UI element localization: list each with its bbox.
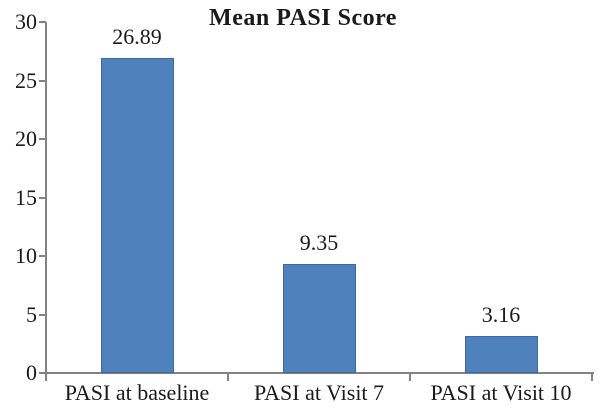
- y-axis-tick-label: 20: [15, 126, 37, 151]
- x-axis-tick: [45, 374, 47, 381]
- bar: [100, 58, 174, 373]
- y-axis-tick-label: 10: [15, 243, 37, 268]
- x-axis-category-label: PASI at baseline: [64, 380, 210, 405]
- x-axis-tick: [227, 374, 229, 381]
- y-axis-tick-label: 30: [15, 9, 37, 34]
- y-axis-tick: [39, 196, 46, 199]
- chart-title: Mean PASI Score: [209, 5, 397, 31]
- x-axis-tick: [591, 374, 593, 381]
- bar: [464, 336, 538, 373]
- bar-value-label: 9.35: [299, 229, 339, 255]
- y-axis-tick-label: 5: [26, 301, 37, 327]
- bar: [282, 263, 356, 373]
- x-axis-tick: [409, 374, 411, 381]
- y-axis-tick: [39, 313, 46, 316]
- y-axis-tick: [39, 255, 46, 257]
- y-axis-tick: [39, 21, 46, 23]
- bar-value-label: 3.16: [481, 302, 521, 328]
- x-axis-category-label: PASI at Visit 7: [253, 380, 385, 405]
- y-axis-tick-label: 25: [15, 67, 37, 93]
- bar-value-label: 26.89: [112, 24, 162, 50]
- y-axis-tick-label: 0: [26, 360, 37, 385]
- x-axis-category-label: PASI at Visit 10: [430, 380, 572, 405]
- x-axis-line: [45, 372, 594, 374]
- y-axis-tick: [39, 138, 46, 140]
- y-axis-tick-label: 15: [15, 184, 37, 210]
- y-axis-tick: [39, 372, 46, 374]
- y-axis-tick: [39, 79, 46, 82]
- y-axis-line: [45, 22, 47, 374]
